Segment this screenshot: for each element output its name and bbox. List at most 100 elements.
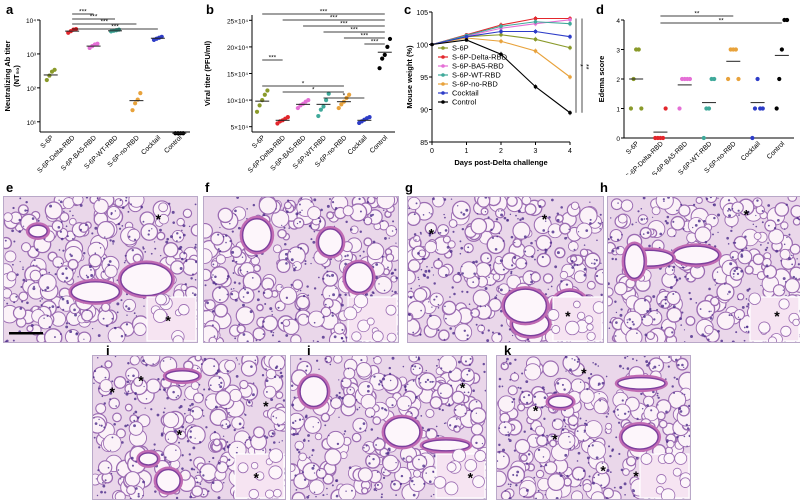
nucleus: [649, 307, 652, 311]
nucleus: [57, 266, 59, 268]
nucleus: [204, 284, 207, 287]
nucleus: [205, 426, 208, 429]
nucleus: [790, 254, 793, 257]
alveolus: [341, 393, 357, 408]
nucleus: [436, 249, 439, 251]
alveolus: [303, 416, 322, 434]
significance-label: ***: [90, 14, 98, 21]
nucleus: [587, 462, 590, 464]
nucleus: [533, 476, 536, 479]
alveolus: [104, 360, 113, 369]
nucleus: [226, 425, 230, 429]
nucleus: [410, 412, 413, 415]
alveolus: [253, 426, 265, 439]
nucleus: [236, 359, 238, 361]
alveolus: [192, 392, 204, 404]
alveolus: [523, 245, 536, 258]
nucleus: [503, 363, 505, 366]
nucleus: [291, 384, 294, 387]
alveolus: [408, 356, 420, 363]
nucleus: [546, 439, 549, 441]
alveolus: [610, 198, 623, 211]
nucleus: [663, 200, 665, 202]
inset-alveolus: [758, 321, 771, 334]
nucleus: [322, 316, 325, 319]
alveolus: [412, 469, 422, 478]
inset-alveolus: [474, 450, 486, 462]
nucleus: [662, 198, 665, 201]
nucleus: [372, 457, 375, 461]
nucleus: [375, 444, 377, 446]
nucleus: [426, 276, 430, 279]
nucleus: [124, 254, 127, 257]
nucleus: [142, 494, 144, 497]
inset-alveolus: [386, 332, 397, 342]
alveolus: [263, 385, 277, 399]
nucleus: [321, 293, 323, 296]
nucleus: [656, 394, 659, 397]
nucleus: [254, 362, 256, 364]
nucleus: [328, 295, 331, 297]
alveolus: [307, 206, 322, 221]
nucleus: [767, 242, 769, 244]
nucleus: [110, 213, 113, 216]
nucleus: [407, 405, 410, 407]
nucleus: [632, 358, 634, 360]
y-tick-label: 10²: [27, 86, 37, 93]
airway-lumen: [421, 439, 470, 452]
nucleus: [147, 233, 150, 236]
nucleus: [270, 330, 273, 333]
nucleus: [351, 489, 353, 492]
nucleus: [537, 489, 540, 492]
alveolus: [186, 425, 206, 445]
nucleus: [272, 415, 275, 418]
alveolus: [542, 360, 559, 378]
nucleus: [375, 263, 379, 266]
inset-alveolus: [551, 325, 561, 334]
nucleus: [273, 441, 276, 444]
nucleus: [103, 426, 106, 429]
nucleus: [717, 213, 721, 217]
nucleus: [683, 393, 686, 396]
nucleus: [383, 209, 385, 211]
nucleus: [673, 376, 676, 379]
nucleus: [561, 428, 565, 431]
nucleus: [341, 328, 344, 331]
nucleus: [403, 385, 407, 388]
alveolus: [438, 329, 450, 342]
nucleus: [537, 249, 539, 252]
nucleus: [290, 258, 294, 262]
nucleus: [170, 235, 173, 239]
nucleus: [324, 303, 327, 306]
nucleus: [418, 458, 420, 461]
nucleus: [640, 208, 643, 210]
alveolus: [514, 438, 531, 455]
nucleus: [656, 312, 658, 314]
nucleus: [623, 482, 627, 486]
nucleus: [620, 308, 623, 311]
alveolus: [780, 221, 789, 230]
alveolus: [584, 252, 601, 269]
nucleus: [370, 428, 374, 431]
nucleus: [133, 397, 137, 401]
nucleus: [305, 414, 308, 417]
nucleus: [412, 331, 415, 334]
nucleus: [733, 269, 736, 273]
nucleus: [795, 277, 797, 280]
nucleus: [524, 250, 527, 253]
alveolus: [215, 254, 226, 265]
alveolus: [96, 220, 115, 240]
nucleus: [694, 223, 698, 227]
nucleus: [676, 435, 679, 439]
nucleus: [382, 471, 385, 474]
nucleus: [426, 265, 428, 268]
nucleus: [785, 203, 788, 206]
nucleus: [25, 200, 28, 204]
nucleus: [412, 493, 416, 497]
alveolus: [789, 266, 800, 281]
nucleus: [594, 268, 597, 271]
nucleus: [183, 398, 186, 401]
alveolus: [510, 372, 520, 382]
nucleus: [242, 296, 245, 298]
nucleus: [683, 341, 686, 342]
